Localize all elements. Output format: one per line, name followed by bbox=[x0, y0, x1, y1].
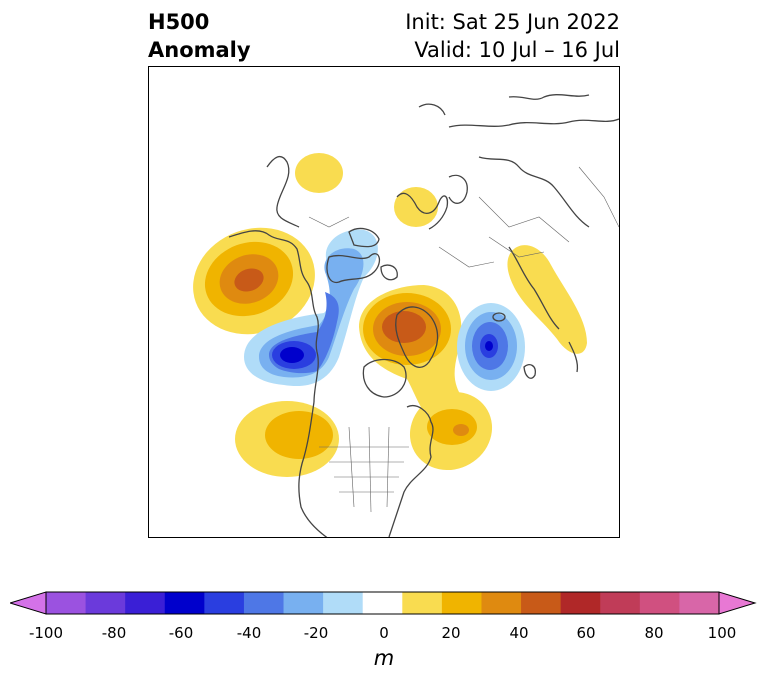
colorbar-segment bbox=[204, 592, 245, 614]
colorbar-tick: -80 bbox=[101, 624, 127, 642]
colorbar-segment bbox=[323, 592, 364, 614]
colorbar-tick: 20 bbox=[441, 624, 461, 642]
colorbar-tick: 80 bbox=[644, 624, 664, 642]
positive-anomaly-siberia bbox=[507, 245, 587, 354]
positive-anomaly-western-us bbox=[235, 401, 339, 477]
colorbar-segment bbox=[243, 592, 285, 614]
colorbar-segment bbox=[46, 592, 87, 614]
colorbar-segment bbox=[600, 592, 641, 614]
positive-anomaly-barents bbox=[295, 153, 343, 193]
colorbar-segment bbox=[125, 592, 166, 614]
colorbar-segment bbox=[639, 592, 680, 614]
map-title: H500 Anomaly bbox=[148, 8, 251, 64]
colorbar-segment bbox=[441, 592, 482, 614]
colorbar-tick: -40 bbox=[236, 624, 262, 642]
colorbar-tick: -20 bbox=[303, 624, 329, 642]
colorbar-tick: 0 bbox=[379, 624, 389, 642]
colorbar-segment bbox=[85, 592, 126, 614]
positive-anomaly-greenland bbox=[359, 285, 463, 428]
colorbar-tick: -100 bbox=[28, 624, 64, 642]
coastlines bbox=[228, 94, 619, 537]
colorbar-units: m bbox=[373, 646, 395, 670]
colorbar-segment bbox=[164, 592, 205, 614]
map-panel bbox=[148, 66, 620, 538]
colorbar-tick: 100 bbox=[707, 624, 737, 642]
positive-anomaly-gulf-of-alaska bbox=[193, 227, 315, 335]
colorbar-segment bbox=[679, 592, 720, 614]
colorbar bbox=[10, 591, 757, 615]
anomaly-map bbox=[149, 94, 619, 537]
colorbar-tick: 40 bbox=[509, 624, 529, 642]
political-borders bbox=[308, 166, 619, 513]
colorbar-tick: 60 bbox=[576, 624, 596, 642]
title-field: Anomaly bbox=[148, 38, 251, 62]
colorbar-segment bbox=[481, 592, 522, 614]
colorbar-segment bbox=[560, 592, 601, 614]
colorbar-tick: -60 bbox=[168, 624, 194, 642]
positive-anomaly-scandinavia bbox=[394, 187, 438, 227]
positive-anomaly-northeast-us bbox=[409, 391, 493, 471]
colorbar-min-extension bbox=[10, 591, 47, 615]
colorbar-max-extension bbox=[718, 591, 757, 615]
title-variable: H500 bbox=[148, 10, 210, 34]
colorbar-segment bbox=[362, 592, 403, 614]
colorbar-ticks: -100 -80 -60 -40 -20 0 20 40 60 80 100 bbox=[0, 624, 768, 644]
colorbar-segment bbox=[521, 592, 562, 614]
colorbar-segment bbox=[283, 592, 324, 614]
valid-range-label: Valid: 10 Jul – 16 Jul bbox=[414, 38, 620, 62]
negative-anomaly-north-atlantic bbox=[457, 303, 525, 391]
init-date-label: Init: Sat 25 Jun 2022 bbox=[405, 10, 620, 34]
negative-anomaly-ne-pacific bbox=[244, 229, 378, 387]
colorbar-segment bbox=[402, 592, 443, 614]
map-dates: Init: Sat 25 Jun 2022 Valid: 10 Jul – 16… bbox=[405, 8, 620, 64]
